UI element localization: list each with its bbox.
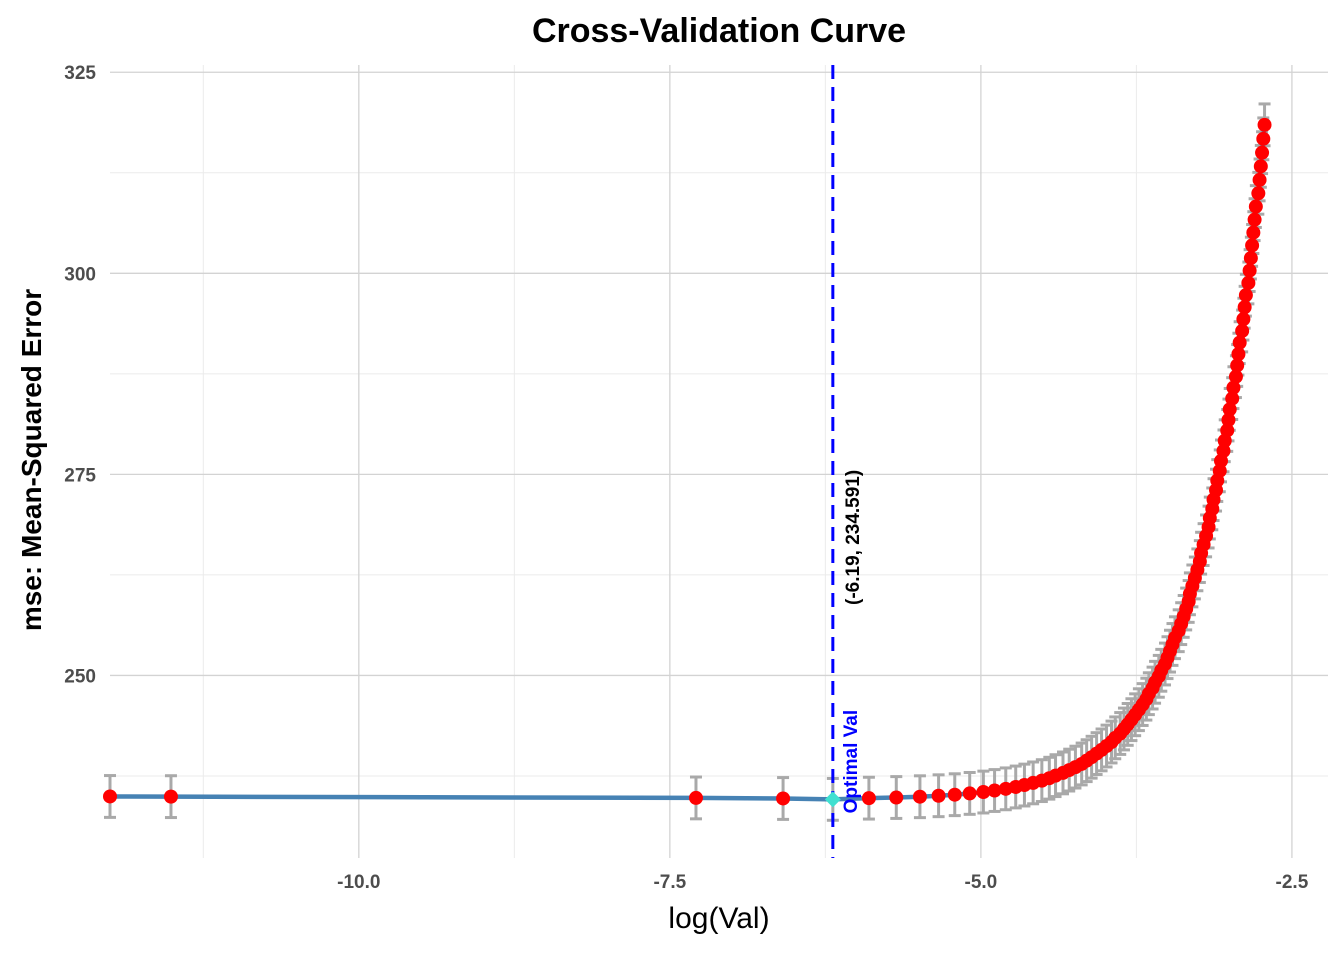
data-point (1231, 347, 1246, 362)
data-point (1222, 402, 1237, 417)
x-tick-label: -2.5 (1276, 872, 1309, 893)
data-point (1256, 131, 1271, 146)
data-point (1216, 443, 1231, 458)
data-point (1226, 380, 1241, 395)
data-point (912, 789, 927, 804)
data-point (776, 791, 791, 806)
data-point (889, 790, 904, 805)
y-axis-ticks: 250 275 300 325 (64, 63, 96, 687)
data-point (987, 783, 1002, 798)
data-point (947, 787, 962, 802)
data-point (1253, 159, 1268, 174)
data-point (103, 789, 117, 804)
x-tick-label: -7.5 (653, 872, 686, 893)
x-tick-label: -5.0 (965, 872, 998, 893)
y-tick-label: 300 (64, 264, 96, 285)
x-axis-label: log(Val) (668, 902, 769, 935)
data-point (1220, 423, 1235, 438)
data-point (1235, 323, 1250, 338)
data-point (1243, 251, 1258, 266)
data-point (1230, 358, 1245, 373)
data-point (1255, 145, 1270, 160)
y-axis-label: mse: Mean-Squared Error (16, 289, 47, 631)
data-point (1251, 186, 1266, 201)
data-point (1232, 335, 1247, 350)
data-point (688, 790, 703, 805)
data-points (103, 117, 1272, 806)
data-point (1247, 212, 1262, 227)
data-point (1237, 300, 1252, 315)
x-tick-label: -10.0 (337, 872, 380, 893)
data-point (962, 786, 977, 801)
data-point (163, 789, 178, 804)
optimal-coordinate-label: (-6.19, 234.591) (843, 470, 864, 605)
data-point (976, 785, 991, 800)
data-point (1241, 275, 1256, 290)
data-point (1245, 238, 1260, 253)
error-bars (104, 102, 1271, 822)
data-point (1238, 288, 1253, 303)
data-point (1236, 312, 1251, 327)
cv-curve-line (109, 124, 1267, 802)
optimal-point-diamond (824, 791, 841, 808)
data-point (1228, 369, 1243, 384)
data-point (1246, 225, 1261, 240)
data-point (1225, 391, 1240, 406)
data-point (1257, 117, 1272, 132)
y-tick-label: 250 (64, 666, 96, 687)
y-tick-label: 325 (64, 63, 96, 84)
x-axis-ticks: -10.0 -7.5 -5.0 -2.5 (337, 872, 1309, 893)
data-point (861, 791, 876, 806)
data-point (1221, 413, 1236, 428)
chart-title: Cross-Validation Curve (532, 12, 906, 50)
data-point (1248, 199, 1263, 214)
data-point (931, 788, 946, 803)
y-tick-label: 275 (64, 465, 96, 486)
grid (110, 65, 1328, 858)
data-point (1252, 172, 1267, 187)
data-point (1242, 263, 1257, 278)
optimal-label: Optimal Val (841, 710, 862, 813)
